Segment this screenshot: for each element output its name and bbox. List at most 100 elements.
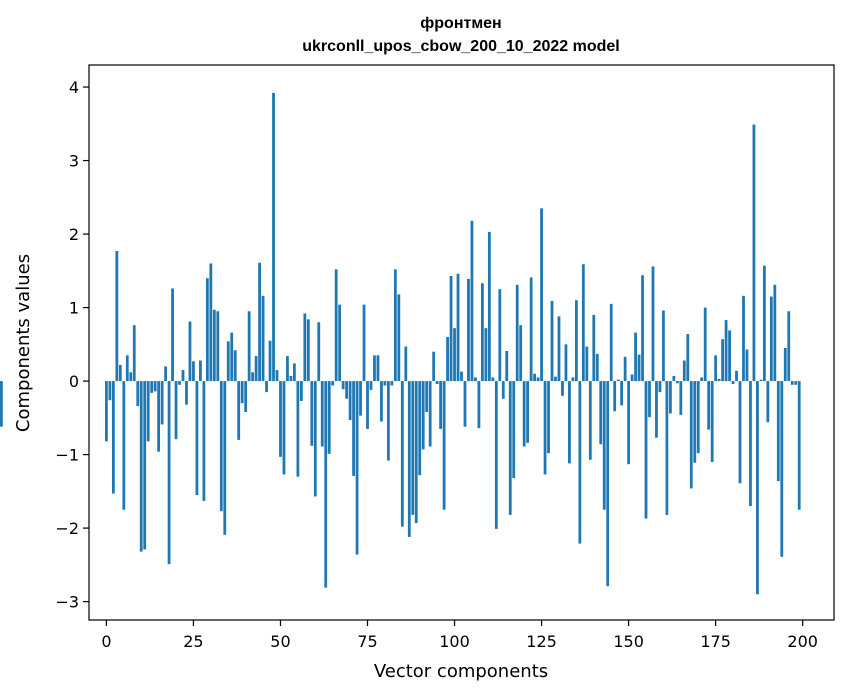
bar — [668, 381, 672, 414]
bar — [390, 381, 394, 386]
bar — [244, 381, 248, 412]
chart-subtitle: ukrconll_upos_cbow_200_10_2022 model — [302, 38, 619, 55]
bar — [623, 356, 627, 382]
bar — [254, 356, 258, 382]
bar — [703, 307, 707, 382]
bar — [352, 381, 355, 476]
y-tick-label: −2 — [55, 519, 79, 538]
bar — [602, 381, 606, 510]
bar — [634, 332, 637, 382]
bar — [470, 220, 474, 382]
bar — [359, 381, 362, 416]
bar — [749, 381, 752, 507]
bar — [599, 381, 603, 445]
bar — [519, 325, 523, 382]
y-tick-label: −1 — [55, 446, 79, 465]
bar — [787, 311, 791, 382]
bar — [738, 381, 742, 484]
bar — [136, 381, 140, 407]
bar — [675, 381, 679, 384]
bar — [501, 381, 505, 399]
bar — [550, 300, 554, 382]
bar — [710, 381, 714, 462]
bar — [568, 381, 571, 464]
bar — [442, 381, 446, 510]
bar — [700, 377, 704, 382]
bar — [627, 381, 630, 465]
bar — [460, 371, 463, 382]
bar — [341, 381, 345, 390]
bar — [181, 370, 185, 382]
y-axis-label: Components values — [13, 254, 34, 432]
bar — [237, 381, 241, 440]
bar — [129, 372, 133, 382]
bar — [268, 340, 272, 382]
bar — [425, 381, 429, 412]
bar — [366, 381, 369, 429]
bar — [164, 366, 167, 382]
bar — [265, 381, 268, 393]
bar — [515, 284, 519, 382]
bar — [167, 381, 171, 565]
bar — [655, 381, 658, 438]
bar — [393, 269, 397, 382]
y-tick-label: 1 — [69, 299, 79, 318]
bar — [432, 351, 436, 382]
bar — [418, 381, 422, 476]
y-tick-label: 4 — [69, 78, 79, 97]
bar — [428, 381, 432, 447]
bar — [717, 378, 721, 382]
bar — [696, 381, 700, 454]
bar — [651, 266, 655, 382]
bar — [150, 381, 154, 393]
bar — [585, 346, 589, 382]
bar — [289, 375, 293, 382]
bar — [453, 328, 456, 382]
bar — [533, 373, 536, 382]
bar — [108, 381, 112, 401]
bar — [665, 381, 669, 515]
y-tick-label: 2 — [69, 225, 79, 244]
bar — [508, 381, 512, 515]
bar — [714, 355, 718, 382]
bar — [387, 381, 390, 461]
bar — [355, 381, 359, 555]
bar — [526, 381, 530, 443]
bar — [435, 381, 439, 385]
bar — [689, 381, 693, 489]
x-tick-label: 175 — [700, 632, 731, 651]
bar — [797, 381, 801, 510]
bar — [380, 381, 383, 422]
bar — [317, 322, 321, 382]
bar — [414, 381, 418, 523]
bar — [456, 273, 460, 382]
bar — [641, 275, 644, 382]
bar — [498, 289, 502, 382]
bar — [202, 381, 206, 501]
bar — [411, 381, 415, 515]
bar — [199, 360, 202, 382]
bar — [481, 283, 484, 382]
bar — [522, 381, 526, 447]
x-tick-label: 150 — [613, 632, 644, 651]
bar — [529, 277, 533, 382]
bar — [143, 381, 147, 550]
bar — [303, 313, 307, 382]
bar — [439, 381, 443, 429]
bar — [160, 381, 164, 425]
bar — [240, 381, 244, 404]
bar — [334, 269, 338, 382]
bar — [310, 381, 314, 446]
bar — [745, 349, 749, 382]
bar — [613, 381, 617, 412]
bar — [474, 377, 477, 382]
bar — [773, 284, 777, 382]
bar — [299, 381, 303, 401]
x-axis-label: Vector components — [374, 661, 548, 682]
bar — [125, 355, 129, 382]
bar — [275, 370, 279, 382]
bar — [383, 381, 387, 386]
bar — [209, 263, 213, 382]
x-tick-label: 25 — [183, 632, 203, 651]
bar — [111, 381, 115, 494]
